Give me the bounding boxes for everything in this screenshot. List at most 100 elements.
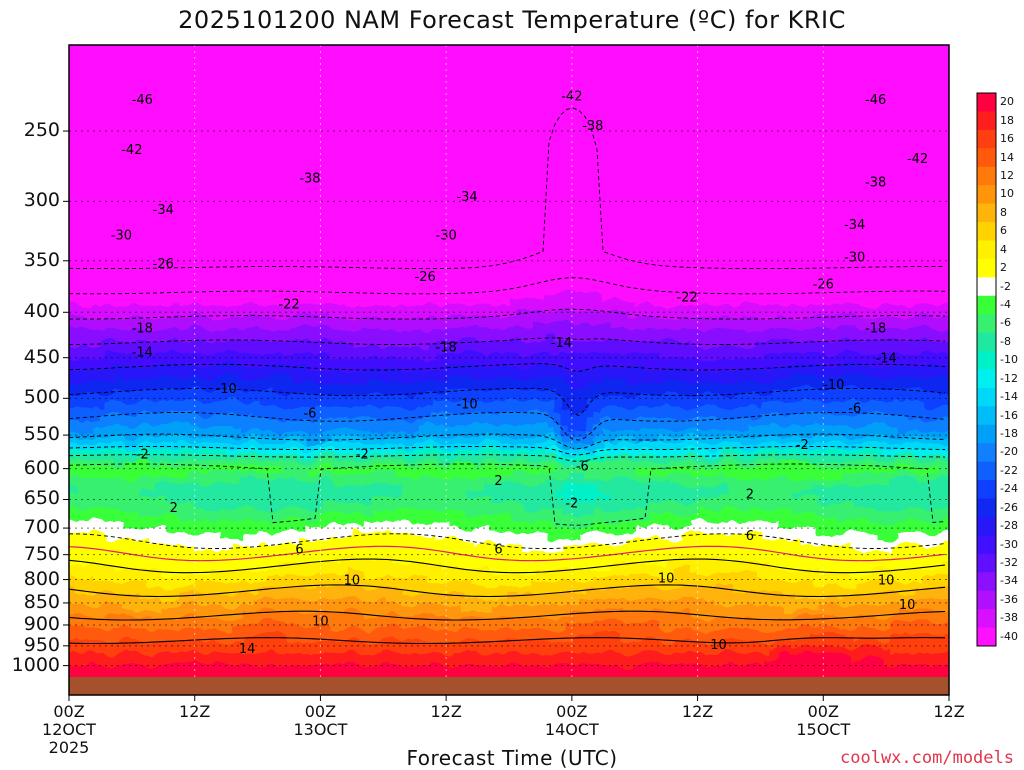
- temperature-cell: [379, 461, 388, 468]
- temperature-cell: [371, 239, 380, 246]
- temperature-cell: [243, 113, 252, 120]
- temperature-cell: [275, 113, 284, 120]
- temperature-cell: [355, 509, 364, 516]
- temperature-cell: [315, 389, 324, 396]
- temperature-cell: [115, 161, 124, 168]
- temperature-cell: [251, 191, 260, 198]
- temperature-cell: [371, 215, 380, 222]
- temperature-cell: [339, 197, 348, 204]
- temperature-cell: [187, 263, 196, 270]
- temperature-cell: [219, 503, 228, 510]
- temperature-cell: [387, 503, 396, 510]
- temperature-cell: [251, 71, 260, 78]
- temperature-cell: [259, 359, 268, 366]
- temperature-cell: [123, 515, 132, 522]
- temperature-cell: [315, 53, 324, 60]
- temperature-cell: [251, 263, 260, 270]
- temperature-cell: [115, 275, 124, 282]
- temperature-cell: [307, 485, 316, 492]
- temperature-cell: [107, 263, 116, 270]
- temperature-cell: [395, 425, 404, 432]
- temperature-cell: [171, 653, 180, 660]
- temperature-cell: [275, 443, 284, 450]
- temperature-cell: [227, 407, 236, 414]
- temperature-cell: [355, 323, 364, 330]
- temperature-cell: [203, 401, 212, 408]
- temperature-cell: [371, 71, 380, 78]
- temperature-cell: [99, 497, 108, 504]
- temperature-cell: [99, 263, 108, 270]
- temperature-cell: [299, 299, 308, 306]
- temperature-cell: [203, 413, 212, 420]
- temperature-cell: [235, 353, 244, 360]
- temperature-cell: [323, 485, 332, 492]
- temperature-cell: [355, 215, 364, 222]
- temperature-cell: [131, 653, 140, 660]
- temperature-cell: [251, 53, 260, 60]
- temperature-cell: [371, 323, 380, 330]
- temperature-cell: [379, 167, 388, 174]
- temperature-cell: [139, 353, 148, 360]
- temperature-cell: [147, 251, 156, 258]
- temperature-cell: [139, 263, 148, 270]
- temperature-cell: [171, 479, 180, 486]
- temperature-cell: [379, 59, 388, 66]
- temperature-cell: [219, 419, 228, 426]
- temperature-cell: [315, 149, 324, 156]
- temperature-cell: [355, 317, 364, 324]
- temperature-cell: [307, 521, 316, 528]
- temperature-cell: [275, 497, 284, 504]
- temperature-cell: [291, 425, 300, 432]
- temperature-cell: [299, 101, 308, 108]
- temperature-cell: [355, 431, 364, 438]
- temperature-cell: [171, 671, 180, 677]
- temperature-cell: [331, 155, 340, 162]
- temperature-cell: [419, 389, 428, 396]
- temperature-cell: [331, 203, 340, 210]
- temperature-cell: [203, 263, 212, 270]
- temperature-cell: [115, 77, 124, 84]
- temperature-cell: [171, 605, 180, 612]
- temperature-cell: [91, 359, 100, 366]
- temperature-cell: [187, 605, 196, 612]
- temperature-cell: [379, 215, 388, 222]
- temperature-cell: [387, 491, 396, 498]
- temperature-cell: [219, 239, 228, 246]
- temperature-cell: [363, 113, 372, 120]
- temperature-cell: [323, 569, 332, 576]
- temperature-cell: [419, 407, 428, 414]
- temperature-cell: [69, 575, 76, 582]
- temperature-cell: [395, 509, 404, 516]
- temperature-cell: [339, 671, 348, 677]
- temperature-cell: [283, 347, 292, 354]
- temperature-cell: [235, 551, 244, 558]
- temperature-cell: [355, 653, 364, 660]
- temperature-cell: [395, 365, 404, 372]
- temperature-cell: [299, 71, 308, 78]
- temperature-cell: [123, 329, 132, 336]
- temperature-cell: [275, 311, 284, 318]
- temperature-cell: [91, 623, 100, 630]
- temperature-cell: [363, 365, 372, 372]
- temperature-cell: [203, 671, 212, 677]
- temperature-cell: [211, 527, 220, 534]
- temperature-cell: [379, 221, 388, 228]
- temperature-cell: [259, 143, 268, 150]
- temperature-cell: [69, 545, 76, 552]
- temperature-cell: [403, 371, 412, 378]
- temperature-cell: [323, 305, 332, 312]
- temperature-cell: [179, 215, 188, 222]
- temperature-cell: [75, 593, 84, 600]
- temperature-cell: [131, 515, 140, 522]
- temperature-cell: [395, 629, 404, 636]
- temperature-cell: [187, 317, 196, 324]
- temperature-cell: [155, 347, 164, 354]
- temperature-cell: [155, 371, 164, 378]
- temperature-cell: [83, 599, 92, 606]
- temperature-cell: [69, 335, 76, 342]
- temperature-cell: [99, 323, 108, 330]
- temperature-cell: [227, 113, 236, 120]
- temperature-cell: [83, 485, 92, 492]
- temperature-cell: [363, 311, 372, 318]
- temperature-cell: [299, 407, 308, 414]
